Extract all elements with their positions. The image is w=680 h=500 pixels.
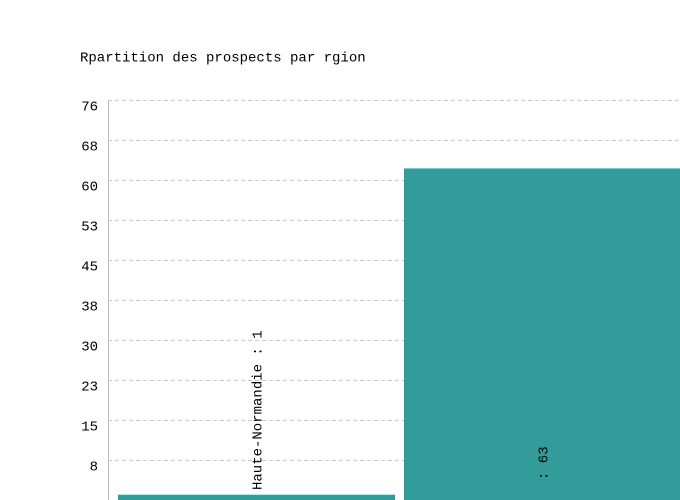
y-tick-label: 76 bbox=[81, 100, 98, 116]
y-tick-label: 45 bbox=[81, 260, 98, 276]
y-tick-label: 53 bbox=[81, 220, 98, 236]
bar bbox=[118, 494, 395, 500]
chart-title: Rpartition des prospects par rgion bbox=[80, 51, 366, 67]
y-tick-label: 60 bbox=[81, 180, 98, 196]
y-tick-label: 23 bbox=[81, 380, 98, 396]
value-label: : 63 bbox=[537, 446, 553, 480]
y-tick-label: 38 bbox=[81, 300, 98, 316]
y-tick-label: 68 bbox=[81, 140, 98, 156]
value-label: Haute-Normandie : 1 bbox=[251, 330, 267, 490]
y-tick-label: 8 bbox=[90, 460, 98, 476]
y-tick-label: 30 bbox=[81, 340, 98, 356]
y-tick-label: 15 bbox=[81, 420, 98, 436]
bar bbox=[404, 168, 680, 500]
